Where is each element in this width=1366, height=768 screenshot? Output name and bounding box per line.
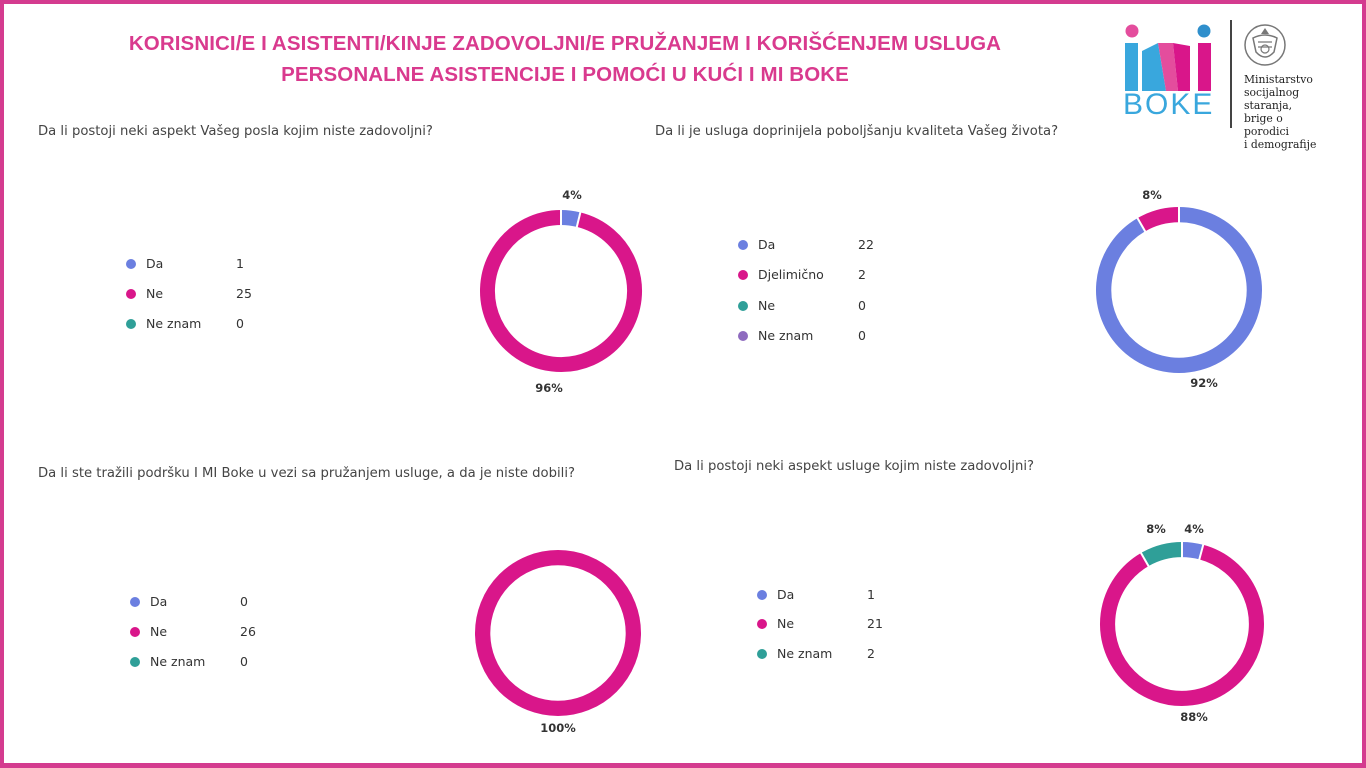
legend-label: Ne	[758, 298, 776, 313]
legend-item: Ne znam 2	[757, 645, 917, 663]
logo-brand-text: BOKE	[1123, 88, 1215, 121]
legend-value: 1	[236, 256, 244, 271]
legend-dot	[738, 240, 748, 250]
legend-label: Ne znam	[146, 316, 202, 331]
legend-item: Da 1	[757, 586, 917, 604]
logo-dot-right	[1197, 24, 1211, 38]
slice-label: 4%	[1184, 522, 1204, 536]
legend-label: Ne znam	[777, 646, 833, 661]
legend-label: Da	[758, 237, 776, 252]
legend-dot	[757, 619, 767, 629]
slice-label: 8%	[1142, 188, 1162, 202]
page-title-line2: PERSONALNE ASISTENCIJE I POMOĆI U KUĆI I…	[281, 63, 849, 86]
donut-chart-3	[475, 550, 641, 716]
legend-dot	[738, 331, 748, 341]
legend-value: 0	[236, 316, 244, 331]
page-title: KORISNICI/E I ASISTENTI/KINJE ZADOVOLJNI…	[40, 28, 1090, 90]
ministry-line: Ministarstvo	[1244, 73, 1313, 86]
donut-chart-1	[480, 209, 642, 372]
legend-dot	[738, 270, 748, 280]
page-title-line1: KORISNICI/E I ASISTENTI/KINJE ZADOVOLJNI…	[128, 32, 1002, 55]
question-4: Da li postoji neki aspekt usluge kojim n…	[674, 459, 1034, 474]
legend-value: 0	[240, 654, 248, 669]
legend-label: Da	[777, 587, 795, 602]
legend-label: Da	[150, 594, 168, 609]
legend-item: Ne 25	[126, 285, 286, 303]
imi-logo-icon	[1125, 24, 1211, 91]
legend-dot	[126, 289, 136, 299]
legend-value: 2	[858, 267, 866, 282]
ministry-line: socijalnog staranja,	[1244, 86, 1300, 112]
question-2: Da li je usluga doprinijela poboljšanju …	[655, 124, 1059, 139]
legend-dot	[126, 259, 136, 269]
legend-label: Ne znam	[150, 654, 206, 669]
donut-slice-ne	[475, 550, 641, 716]
slice-separator	[1198, 543, 1205, 561]
legend-item: Djelimično 2	[738, 266, 898, 284]
legend-label: Ne	[777, 616, 795, 631]
legend-value: 26	[240, 624, 256, 639]
logo-m-stroke-3	[1173, 43, 1190, 91]
slice-separator	[1136, 216, 1147, 233]
legend-dot	[738, 301, 748, 311]
legend-label: Ne	[150, 624, 168, 639]
legend-value: 1	[867, 587, 875, 602]
donut-slice-da	[560, 210, 581, 227]
donut-slice-da	[1181, 542, 1204, 560]
legend-item: Ne 21	[757, 615, 917, 633]
logo-area: BOKE Ministarstvo socijalnog staranja, b…	[1118, 18, 1328, 151]
legend-label: Ne znam	[758, 328, 814, 343]
legend-value: 21	[867, 616, 883, 631]
legend-item: Ne 26	[130, 623, 290, 641]
legend-item: Da 0	[130, 593, 290, 611]
ministry-name: Ministarstvo socijalnog staranja, brige …	[1244, 73, 1328, 151]
question-1: Da li postoji neki aspekt Vašeg posla ko…	[38, 124, 433, 139]
legend-label: Ne	[146, 286, 164, 301]
donut-chart-2	[1096, 206, 1262, 373]
donut-chart-4	[1100, 541, 1264, 706]
logo-divider	[1230, 20, 1232, 128]
legend-item: Ne znam 0	[126, 315, 286, 333]
legend-value: 0	[240, 594, 248, 609]
ministry-line: brige o porodici	[1244, 112, 1289, 138]
legend-item: Ne znam 0	[738, 327, 898, 345]
slice-label: 88%	[1180, 710, 1208, 724]
slice-label: 8%	[1146, 522, 1166, 536]
slice-label: 100%	[540, 721, 576, 735]
donut-slice-ne	[1100, 544, 1264, 706]
coat-of-arms-icon	[1244, 24, 1286, 66]
logo-m-stroke-2	[1158, 43, 1178, 91]
legend-dot	[757, 590, 767, 600]
legend-value: 2	[867, 646, 875, 661]
donut-slice-ne-znam	[1141, 542, 1183, 567]
logo-dot-left	[1125, 24, 1139, 38]
logo-bar-left	[1125, 43, 1138, 91]
slice-label: 4%	[562, 188, 582, 202]
legend-dot	[130, 627, 140, 637]
donut-slice-djelimi-no	[1137, 207, 1180, 232]
ministry-line: i demografije	[1244, 138, 1317, 151]
logo-bar-right	[1198, 43, 1211, 91]
legend-label: Djelimično	[758, 267, 824, 282]
legend-item: Da 1	[126, 255, 286, 273]
legend-item: Da 22	[738, 236, 898, 254]
slice-separator	[575, 211, 582, 229]
legend-dot	[130, 657, 140, 667]
legend-item: Ne znam 0	[130, 653, 290, 671]
donut-slice-ne	[480, 210, 642, 372]
slice-label: 96%	[535, 381, 563, 395]
legend-dot	[126, 319, 136, 329]
legend-dot	[130, 597, 140, 607]
slice-label: 92%	[1190, 376, 1218, 390]
legend-item: Ne 0	[738, 297, 898, 315]
donut-slice-da	[1096, 207, 1262, 373]
legend-dot	[757, 649, 767, 659]
legend-label: Da	[146, 256, 164, 271]
question-3: Da li ste tražili podršku I MI Boke u ve…	[38, 466, 575, 481]
legend-value: 0	[858, 328, 866, 343]
legend-value: 0	[858, 298, 866, 313]
legend-value: 25	[236, 286, 252, 301]
legend-value: 22	[858, 237, 874, 252]
slice-separator	[1139, 551, 1150, 568]
